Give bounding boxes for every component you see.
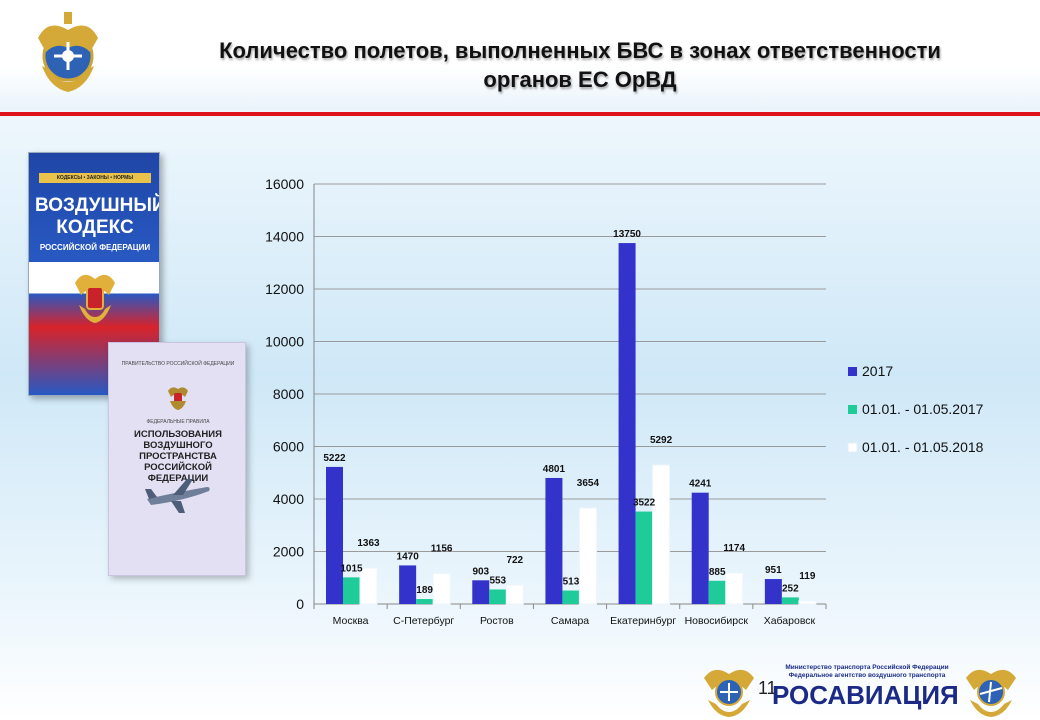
bar bbox=[618, 243, 636, 604]
y-tick-label: 4000 bbox=[273, 491, 304, 507]
legend-swatch bbox=[848, 367, 857, 376]
legend-swatch bbox=[847, 442, 858, 453]
x-tick-label: С-Петербург bbox=[393, 615, 454, 627]
bar bbox=[725, 572, 744, 605]
bar bbox=[652, 464, 671, 605]
data-label: 4801 bbox=[543, 464, 566, 475]
air-code-book-image: КОДЕКСЫ • ЗАКОНЫ • НОРМЫ ВОЗДУШНЫЙ КОДЕК… bbox=[28, 152, 160, 396]
data-label: 885 bbox=[709, 567, 726, 578]
federal-rules-book-image: ПРАВИТЕЛЬСТВО РОССИЙСКОЙ ФЕДЕРАЦИИ ФЕДЕР… bbox=[108, 342, 246, 576]
book2-top-text: ПРАВИТЕЛЬСТВО РОССИЙСКОЙ ФЕДЕРАЦИИ bbox=[121, 361, 235, 367]
bar bbox=[798, 600, 817, 605]
bar bbox=[691, 492, 709, 604]
data-label: 1156 bbox=[431, 544, 453, 555]
y-tick-label: 12000 bbox=[265, 281, 304, 297]
y-tick-label: 14000 bbox=[265, 229, 304, 245]
book2-label: ФЕДЕРАЛЬНЫЕ ПРАВИЛА bbox=[146, 419, 210, 425]
bar bbox=[343, 577, 360, 604]
coat-of-arms-icon bbox=[966, 669, 1016, 717]
book-subtitle: РОССИЙСКОЙ ФЕДЕРАЦИИ bbox=[39, 243, 151, 252]
bar bbox=[708, 580, 726, 604]
page-number: 11 bbox=[758, 678, 777, 698]
data-label: 4241 bbox=[689, 479, 712, 490]
bar bbox=[764, 579, 782, 604]
data-label: 553 bbox=[489, 575, 506, 586]
header-divider bbox=[0, 112, 1040, 116]
bar bbox=[432, 573, 451, 605]
chart-data-labels: 5222 1470 903 4801 13750 4241 951 1015 189 553 513… bbox=[323, 229, 815, 596]
y-tick-label: 16000 bbox=[265, 176, 304, 192]
legend-swatch bbox=[848, 405, 857, 414]
bar bbox=[562, 590, 580, 604]
page-title: Количество полетов, выполненных БВС в зо… bbox=[130, 36, 1030, 94]
data-label: 5222 bbox=[323, 453, 346, 464]
title-line-1: Количество полетов, выполненных БВС в зо… bbox=[219, 38, 941, 63]
legend-label: 01.01. - 01.05.2018 bbox=[862, 439, 984, 455]
x-tick-label: Хабаровск bbox=[764, 615, 816, 627]
coat-of-arms-icon bbox=[704, 669, 754, 717]
flights-bar-chart: 0 2000 4000 6000 8000 10000 12000 14000 16000 Мос… bbox=[265, 176, 984, 627]
data-label: 513 bbox=[563, 577, 580, 588]
book-band-text: КОДЕКСЫ • ЗАКОНЫ • НОРМЫ bbox=[56, 175, 134, 181]
data-label: 5292 bbox=[650, 435, 673, 446]
book-band: КОДЕКСЫ • ЗАКОНЫ • НОРМЫ bbox=[39, 173, 151, 183]
book2-title: ИСПОЛЬЗОВАНИЯ ВОЗДУШНОГО ПРОСТРАНСТВА РО… bbox=[134, 429, 222, 484]
y-tick-label: 0 bbox=[296, 596, 304, 612]
data-label: 1363 bbox=[357, 538, 380, 549]
x-tick-label: Новосибирск bbox=[685, 615, 749, 627]
footer-ministry-line-2: Федеральное агентство воздушного транспо… bbox=[788, 672, 946, 679]
legend-label: 01.01. - 01.05.2017 bbox=[862, 401, 984, 417]
data-label: 951 bbox=[765, 565, 782, 576]
bar bbox=[505, 584, 524, 605]
bar bbox=[781, 597, 799, 604]
bar bbox=[326, 466, 343, 604]
data-label: 3654 bbox=[577, 478, 600, 489]
data-label: 903 bbox=[472, 566, 489, 577]
y-tick-label: 2000 bbox=[273, 544, 304, 560]
airplane-icon bbox=[145, 479, 210, 513]
data-label: 722 bbox=[506, 555, 523, 566]
chart-legend: 2017 01.01. - 01.05.2017 01.01. - 01.05.20… bbox=[847, 363, 984, 455]
bar bbox=[399, 565, 417, 604]
chart-axes: 0 2000 4000 6000 8000 10000 12000 14000 16000 Мос… bbox=[265, 176, 827, 627]
bar bbox=[359, 567, 378, 605]
data-label: 1174 bbox=[723, 543, 745, 554]
chart-gridlines bbox=[314, 183, 826, 605]
bar bbox=[578, 507, 597, 605]
x-tick-label: Ростов bbox=[480, 615, 514, 627]
data-label: 252 bbox=[782, 583, 799, 594]
data-label: 1015 bbox=[340, 563, 363, 574]
y-tick-label: 10000 bbox=[265, 334, 304, 350]
coat-of-arms-icon bbox=[75, 274, 115, 323]
bar bbox=[472, 580, 490, 604]
x-tick-label: Москва bbox=[333, 615, 369, 627]
coat-of-arms-icon bbox=[38, 12, 98, 92]
footer-ministry: Министерство транспорта Российской Федер… bbox=[774, 664, 960, 680]
bar bbox=[635, 511, 653, 604]
x-tick-label: Самара bbox=[551, 615, 589, 627]
bar bbox=[545, 477, 563, 604]
header: Количество полетов, выполненных БВС в зо… bbox=[0, 0, 1040, 110]
y-tick-label: 6000 bbox=[273, 439, 304, 455]
data-label: 3522 bbox=[633, 498, 656, 509]
data-label: 189 bbox=[416, 585, 433, 596]
book-title: ВОЗДУШНЫЙ КОДЕКС bbox=[35, 195, 160, 238]
bar bbox=[489, 589, 507, 604]
bar bbox=[416, 599, 434, 604]
footer-ministry-line-1: Министерство транспорта Российской Федер… bbox=[785, 664, 949, 671]
data-label: 119 bbox=[799, 571, 816, 582]
chart-bars bbox=[326, 243, 817, 605]
y-tick-label: 8000 bbox=[273, 386, 304, 402]
legend-label: 2017 bbox=[862, 363, 893, 379]
x-tick-label: Екатеринбург bbox=[610, 615, 676, 627]
data-label: 13750 bbox=[613, 229, 641, 240]
coat-of-arms-icon bbox=[168, 387, 188, 410]
title-line-2: органов ЕС ОрВД bbox=[483, 67, 677, 92]
footer-brand: РОСАВИАЦИЯ bbox=[772, 680, 959, 710]
data-label: 1470 bbox=[397, 551, 420, 562]
